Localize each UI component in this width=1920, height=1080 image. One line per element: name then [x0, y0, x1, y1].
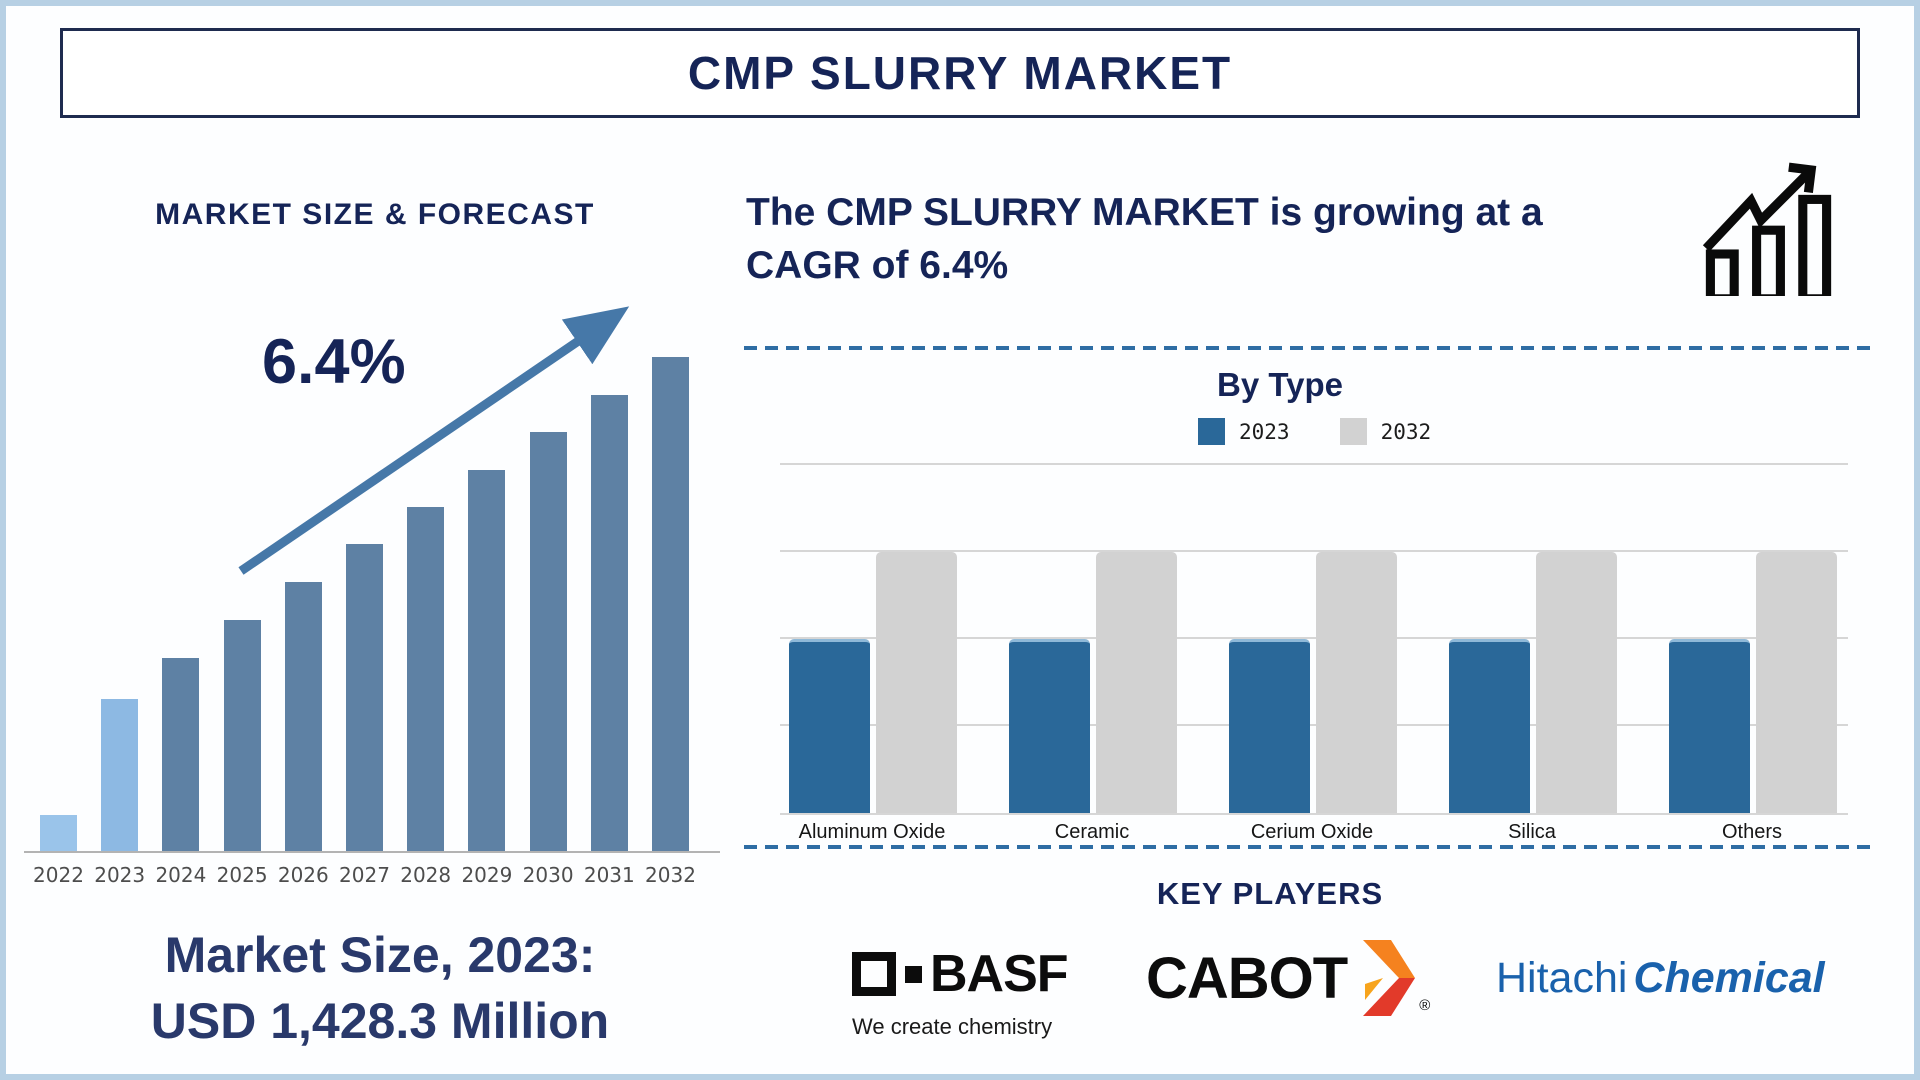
gridline-50 [780, 637, 1848, 639]
forecast-bar-2028 [407, 507, 445, 851]
legend-label: 2032 [1380, 419, 1432, 444]
x-axis-line [24, 851, 720, 853]
basf-wordmark: BASF [930, 945, 1069, 1003]
bytype-bar-2023-Cerium Oxide [1229, 639, 1310, 813]
gridline-25 [780, 724, 1848, 726]
forecast-year-label: 2031 [583, 863, 635, 887]
bytype-category-label: Others [1721, 821, 1783, 843]
forecast-year-label: 2030 [522, 863, 574, 887]
forecast-bar-2032 [652, 357, 689, 851]
legend-swatch-2023 [1198, 418, 1225, 445]
market-size-line2: USD 1,428.3 Million [150, 993, 610, 1049]
cabot-logo: CABOT ® [1146, 938, 1430, 1018]
legend-swatch-2032 [1339, 418, 1367, 445]
bytype-bar-2023-Aluminum Oxide [789, 639, 870, 813]
page-title: CMP SLURRY MARKET [687, 47, 1233, 99]
by-type-legend: 2023 2032 [1198, 418, 1481, 445]
legend-label: 2023 [1239, 419, 1290, 444]
forecast-year-label: 2029 [461, 863, 513, 887]
bytype-bar-2032-Ceramic [1096, 552, 1177, 813]
dashed-separator-top [744, 346, 1878, 350]
title-banner: CMP SLURRY MARKET [60, 28, 1860, 118]
growth-heading-line1: The CMP SLURRY MARKET is growing at a [746, 191, 1543, 234]
basf-logo: BASF We create chemistry [852, 944, 1069, 1040]
bytype-bar-2032-Silica [1536, 552, 1617, 813]
bar-chart-growth-icon [1702, 162, 1832, 296]
forecast-bar-2026 [284, 582, 322, 851]
market-size-line1: Market Size, 2023: [164, 927, 596, 983]
by-type-chart: Aluminum Oxide Ceramic Cerium Oxide Silica O… [780, 463, 1848, 843]
forecast-year-label: 2023 [94, 863, 146, 887]
forecast-bar-2025 [223, 620, 261, 851]
forecast-year-label: 2026 [277, 863, 329, 887]
gridline-100 [780, 463, 1848, 465]
forecast-year-label: 2025 [216, 863, 268, 887]
bytype-category-label: Ceramic [1054, 821, 1130, 843]
hitachi-chemical-logo: Hitachi Chemical [1496, 954, 1825, 1003]
bytype-bar-2032-Cerium Oxide [1316, 552, 1397, 813]
forecast-bar-2023 [101, 699, 139, 851]
forecast-year-label: 2022 [33, 863, 84, 887]
forecast-bar-2030 [529, 432, 567, 851]
bytype-bar-2023-Others [1669, 639, 1750, 813]
forecast-bar-2027 [346, 544, 383, 851]
market-size-value: Market Size, 2023: USD 1,428.3 Million [90, 922, 670, 1054]
forecast-year-label: 2028 [400, 863, 452, 887]
cagr-growth-heading: The CMP SLURRY MARKET is growing at a CA… [746, 186, 1676, 292]
cabot-wordmark: CABOT [1146, 945, 1348, 1011]
gridline-0 [780, 813, 1848, 815]
legend-item-2032: 2032 [1339, 418, 1432, 445]
cabot-chevron-icon [1363, 940, 1416, 1016]
basf-square-outline-icon [852, 952, 896, 996]
hitachi-wordmark: Hitachi [1496, 954, 1628, 1002]
forecast-bar-2024 [162, 658, 200, 851]
bytype-category-label: Aluminum Oxide [798, 821, 946, 843]
gridline-75 [780, 550, 1848, 552]
bytype-bar-2032-Aluminum Oxide [876, 552, 957, 813]
by-type-title: By Type [1217, 366, 1343, 403]
cagr-value-label: 6.4% [262, 327, 406, 397]
forecast-year-label: 2032 [645, 863, 696, 887]
forecast-year-label: 2024 [155, 863, 207, 887]
forecast-year-label: 2027 [339, 863, 390, 887]
bytype-bar-2023-Silica [1449, 639, 1530, 813]
key-players-heading: KEY PLAYERS [1156, 876, 1384, 911]
bytype-category-label: Cerium Oxide [1250, 821, 1374, 843]
basf-square-solid-icon [905, 965, 922, 983]
bytype-category-label: Silica [1508, 821, 1556, 843]
market-size-forecast-heading: MARKET SIZE & FORECAST [155, 198, 595, 231]
dashed-separator-bottom [744, 845, 1878, 849]
growth-heading-line2: CAGR of 6.4% [746, 244, 1009, 287]
bytype-bar-2032-Others [1756, 552, 1837, 813]
chemical-wordmark: Chemical [1633, 954, 1825, 1002]
basf-tagline: We create chemistry [852, 1014, 1053, 1039]
forecast-bar-2031 [590, 395, 628, 851]
bytype-bar-2023-Ceramic [1009, 639, 1090, 813]
cabot-registered-mark: ® [1419, 997, 1431, 1014]
legend-item-2023: 2023 [1198, 418, 1290, 445]
forecast-bar-2029 [468, 470, 506, 851]
forecast-bar-2022 [40, 815, 77, 851]
